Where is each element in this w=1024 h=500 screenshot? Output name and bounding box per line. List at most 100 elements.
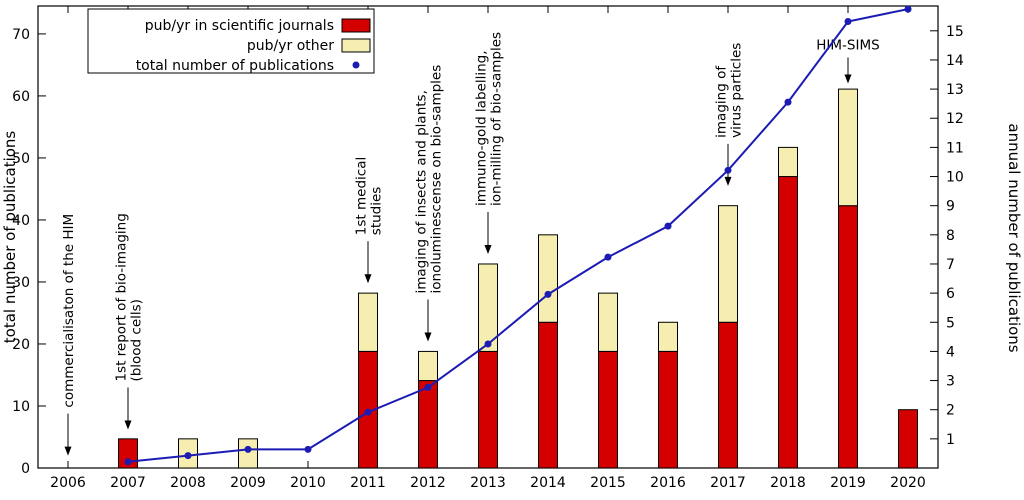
- bar-2013-journals: [478, 350, 498, 469]
- y-right-tick-label: 13: [946, 82, 964, 98]
- line-point-2010: [304, 445, 312, 453]
- annotation-arrowhead-2011: [364, 274, 372, 284]
- x-tick-label: 2020: [890, 475, 926, 491]
- y-left-tick-label: 30: [12, 275, 30, 291]
- line-point-2015: [604, 253, 612, 261]
- y-right-tick-label: 1: [946, 432, 955, 448]
- line-point-2020: [904, 5, 912, 13]
- y-right-tick-label: 5: [946, 315, 955, 331]
- bar-2017-other: [718, 205, 738, 323]
- legend-label-total: total number of publications: [136, 58, 334, 74]
- y-left-tick-label: 10: [12, 399, 30, 415]
- bars: [118, 88, 918, 469]
- line-point-2017: [724, 166, 732, 174]
- bar-2019-other: [838, 88, 858, 207]
- annotation-label-2017: virus particles: [729, 43, 745, 138]
- annotation-label-2011: 1st medical: [354, 157, 370, 235]
- y-left-tick-label: 60: [12, 89, 30, 105]
- bar-2014-other: [538, 234, 558, 323]
- bar-2012-other: [418, 350, 438, 382]
- annotation-label-2012: imaging of insects and plants,: [414, 90, 430, 293]
- annotation-arrowhead-2006: [64, 446, 72, 456]
- line-point-2009: [244, 445, 252, 453]
- bar-2018-journals: [778, 176, 798, 469]
- bar-2018-other: [778, 146, 798, 178]
- line-point-2018: [784, 98, 792, 106]
- bar-2013-other: [478, 263, 498, 352]
- y-right-tick-label: 15: [946, 24, 964, 40]
- y-right-tick-label: 14: [946, 53, 964, 69]
- y-left-tick-label: 70: [12, 27, 30, 43]
- annotation-arrowhead-2019: [844, 74, 852, 84]
- x-tick-label: 2014: [530, 475, 566, 491]
- annotation-label-2006: commercialisaton of the HIM: [61, 214, 77, 408]
- y-left-tick-label: 20: [12, 337, 30, 353]
- bar-2015-other: [598, 292, 618, 352]
- bar-2019-journals: [838, 205, 858, 469]
- legend-swatch-total-dot-icon: [352, 61, 360, 69]
- line-point-2014: [544, 290, 552, 298]
- y-right-tick-label: 12: [946, 111, 964, 127]
- y-right-tick-label: 4: [946, 344, 955, 360]
- legend: pub/yr in scientific journals pub/yr oth…: [87, 8, 375, 74]
- bar-2011-other: [358, 292, 378, 352]
- annotation-arrowhead-2007: [124, 420, 132, 430]
- y-right-axis-title: annual number of publications: [1005, 123, 1023, 352]
- x-tick-label: 2018: [770, 475, 806, 491]
- line-point-2008: [184, 452, 192, 460]
- line-path: [127, 8, 909, 463]
- bar-2014-journals: [538, 321, 558, 469]
- bar-2012-journals: [418, 380, 438, 469]
- y-left-tick-label: 40: [12, 213, 30, 229]
- bar-2017-journals: [718, 321, 738, 469]
- annotation-label-2012: ionoluminescense on bio-samples: [429, 65, 445, 294]
- legend-swatch-journals-icon: [341, 18, 371, 33]
- line-point-2007: [124, 458, 132, 466]
- y-right-tick-label: 7: [946, 257, 955, 273]
- annotation-arrowhead-2012: [424, 332, 432, 342]
- x-tick-label: 2013: [470, 475, 506, 491]
- y-left-axis: 0 10 20 30 40 50 60 70: [12, 27, 46, 477]
- y-left-tick-label: 0: [21, 461, 30, 477]
- bar-2016-other: [658, 321, 678, 352]
- y-right-tick-label: 9: [946, 199, 955, 215]
- x-tick-label: 2011: [350, 475, 386, 491]
- x-tick-label: 2016: [650, 475, 686, 491]
- y-right-tick-label: 3: [946, 374, 955, 390]
- x-tick-label: 2012: [410, 475, 446, 491]
- line-point-2019: [844, 18, 852, 26]
- total-publications-line: [124, 5, 912, 466]
- annotation-label-2007: (blood cells): [129, 299, 145, 382]
- y-right-tick-label: 8: [946, 228, 955, 244]
- line-point-2011: [364, 408, 372, 416]
- x-tick-label: 2006: [50, 475, 86, 491]
- annotation-arrowhead-2013: [484, 245, 492, 255]
- annotation-label-2013: ion-milling of bio-samples: [489, 32, 505, 206]
- x-tick-label: 2017: [710, 475, 746, 491]
- annotations: commercialisaton of the HIM 1st report of…: [61, 32, 880, 456]
- x-tick-label: 2015: [590, 475, 626, 491]
- y-right-tick-label: 11: [946, 140, 964, 156]
- legend-box: [87, 8, 375, 74]
- plot-content: 2006 20 0 7 2008 2009 2010 2011 2012 2013 2014 2015…: [12, 5, 964, 491]
- bar-2016-journals: [658, 350, 678, 469]
- bar-2009-other: [238, 438, 258, 469]
- legend-swatch-other-icon: [341, 38, 371, 53]
- line-point-2016: [664, 222, 672, 230]
- y-right-tick-label: 10: [946, 170, 964, 186]
- x-axis: 2006 2007 2008 2009 2010 2011 2012 2013 2014 2015…: [50, 6, 926, 491]
- annotation-arrowhead-2017: [724, 176, 732, 186]
- y-left-axis-title: total number of publications: [1, 131, 19, 344]
- x-tick-label: 2009: [230, 475, 266, 491]
- x-tick-label: 2019: [830, 475, 866, 491]
- legend-label-other: pub/yr other: [247, 38, 334, 54]
- y-left-tick-label: 50: [12, 151, 30, 167]
- x-tick-label: 2008: [170, 475, 206, 491]
- y-right-tick-label: 2: [946, 403, 955, 419]
- bar-2020-journals: [898, 409, 918, 469]
- bar-2015-journals: [598, 350, 618, 469]
- x-tick-label: 2010: [290, 475, 326, 491]
- annotation-label-2007: 1st report of bio-imaging: [114, 213, 130, 381]
